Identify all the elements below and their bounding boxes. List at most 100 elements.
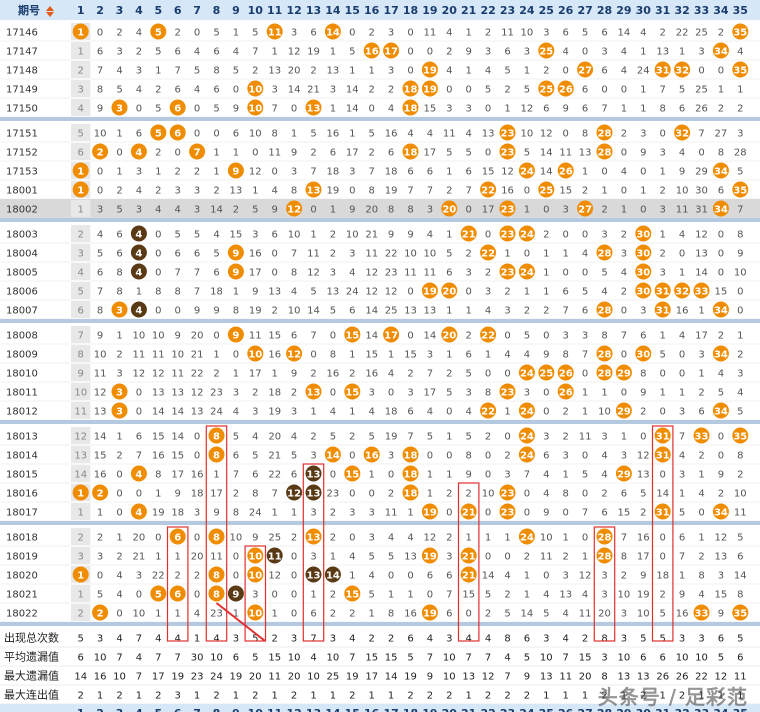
miss-count: 4 (601, 451, 607, 462)
miss-count: 7 (660, 85, 666, 96)
miss-count: 13 (268, 66, 281, 77)
miss-count: 4 (543, 489, 549, 500)
stat-value: 15 (579, 653, 592, 664)
miss-count: 0 (407, 287, 413, 298)
sort-up-icon[interactable] (46, 6, 54, 11)
draw-row-17148: 17148 2 7 4 3 1 7 5 8 5 2 13 20 2 13 1 1 3 0 19 4 1 4 5 1 2 0 27 6 4 2… (0, 61, 760, 80)
issue-number: 18016 (6, 489, 38, 500)
miss-count: 1 (175, 552, 181, 563)
miss-count: 2 (369, 28, 375, 39)
miss-count: 8 (737, 451, 743, 462)
miss-count: 10 (249, 129, 262, 140)
miss-count: 0 (97, 28, 103, 39)
ball-number: 34 (714, 47, 728, 58)
miss-count: 1 (582, 167, 588, 178)
ball-number: 20 (442, 287, 456, 298)
miss-count: 0 (660, 407, 666, 418)
sort-down-icon[interactable] (46, 12, 54, 17)
miss-count: 5 (524, 85, 530, 96)
drawn-ball (305, 181, 322, 198)
miss-count: 1 (485, 350, 491, 361)
stat-value: 1 (737, 691, 743, 702)
miss-count: 0 (640, 167, 646, 178)
miss-count: 0 (330, 331, 336, 342)
highlight-box (166, 526, 189, 642)
miss-count: 1 (233, 609, 239, 620)
drawn-ball (538, 80, 555, 97)
miss-count: 11 (307, 249, 320, 260)
miss-count: 4 (485, 306, 491, 317)
miss-count: 2 (504, 451, 510, 462)
drawn-ball (732, 427, 749, 444)
stat-value: 2 (504, 691, 510, 702)
stat-value: 2 (524, 691, 530, 702)
drawn-ball (538, 42, 555, 59)
ball-number: 18 (404, 85, 418, 96)
miss-count: 7 (233, 470, 239, 481)
ball-number: 18 (404, 470, 418, 481)
miss-count: 3 (310, 552, 316, 563)
miss-count: 6 (233, 451, 239, 462)
drawn-ball (130, 263, 147, 280)
miss-count: 0 (155, 249, 161, 260)
miss-count: 1 (369, 609, 375, 620)
miss-count: 2 (194, 167, 200, 178)
miss-count: 7 (582, 350, 588, 361)
stat-value: 10 (443, 653, 456, 664)
miss-count: 6 (330, 148, 336, 159)
ball-number: 24 (520, 533, 534, 544)
miss-count: 0 (718, 66, 724, 77)
miss-count: 6 (563, 28, 569, 39)
miss-count: 18 (268, 388, 281, 399)
ball-number: 28 (598, 148, 612, 159)
ball-number: 10 (248, 85, 262, 96)
stat-value: 10 (307, 672, 320, 683)
miss-count: 8 (97, 85, 103, 96)
miss-count: 22 (385, 249, 398, 260)
issue-number: 17151 (6, 129, 38, 140)
miss-count: 10 (734, 489, 747, 500)
drawn-ball (324, 23, 341, 40)
draw-row-17150: 17150 4 9 3 0 5 6 0 5 9 10 7 0 13 1 14 0 4 18 15 3 3 0 1 12 6 9 6 7 1… (0, 99, 760, 118)
ball-number: 17 (384, 331, 398, 342)
miss-count: 4 (543, 470, 549, 481)
miss-count: 8 (116, 287, 122, 298)
miss-count: 19 (637, 590, 650, 601)
miss-count: 14 (424, 331, 437, 342)
stat-value: 10 (676, 653, 689, 664)
miss-count: 2 (175, 28, 181, 39)
miss-count: 2 (718, 489, 724, 500)
miss-count: 0 (679, 350, 685, 361)
column-header-9: 9 (232, 4, 240, 17)
ball-number: 30 (636, 249, 650, 260)
miss-count: 18 (210, 287, 223, 298)
miss-count: 0 (330, 388, 336, 399)
miss-count: 3 (136, 167, 142, 178)
ball-number: 20 (442, 331, 456, 342)
miss-count: 1 (737, 331, 743, 342)
miss-count: 8 (233, 508, 239, 519)
miss-count: 5 (78, 287, 84, 298)
miss-count: 12 (424, 533, 437, 544)
miss-count: 6 (601, 66, 607, 77)
stat-value: 15 (365, 653, 378, 664)
miss-count: 8 (466, 451, 472, 462)
miss-count: 2 (446, 489, 452, 500)
draw-row-18007: 18007 6 8 3 4 0 0 9 9 8 19 2 10 14 5 6 14 25 13 13 1 1 4 3 2 2 7 6 2… (0, 301, 760, 320)
stat-value: 4 (563, 634, 569, 645)
miss-count: 0 (563, 66, 569, 77)
drawn-ball (732, 61, 749, 78)
stat-value: 1 (582, 691, 588, 702)
column-header-33: 33 (694, 4, 709, 17)
drawn-ball (518, 263, 535, 280)
miss-count: 1 (330, 205, 336, 216)
miss-count: 1 (582, 388, 588, 399)
miss-count: 2 (252, 388, 258, 399)
miss-count: 5 (466, 148, 472, 159)
miss-count: 14 (171, 407, 184, 418)
drawn-ball (169, 124, 186, 141)
miss-count: 20 (365, 205, 378, 216)
issue-column-header[interactable]: 期号 (18, 3, 40, 17)
miss-count: 23 (210, 388, 223, 399)
miss-count: 12 (695, 230, 708, 241)
